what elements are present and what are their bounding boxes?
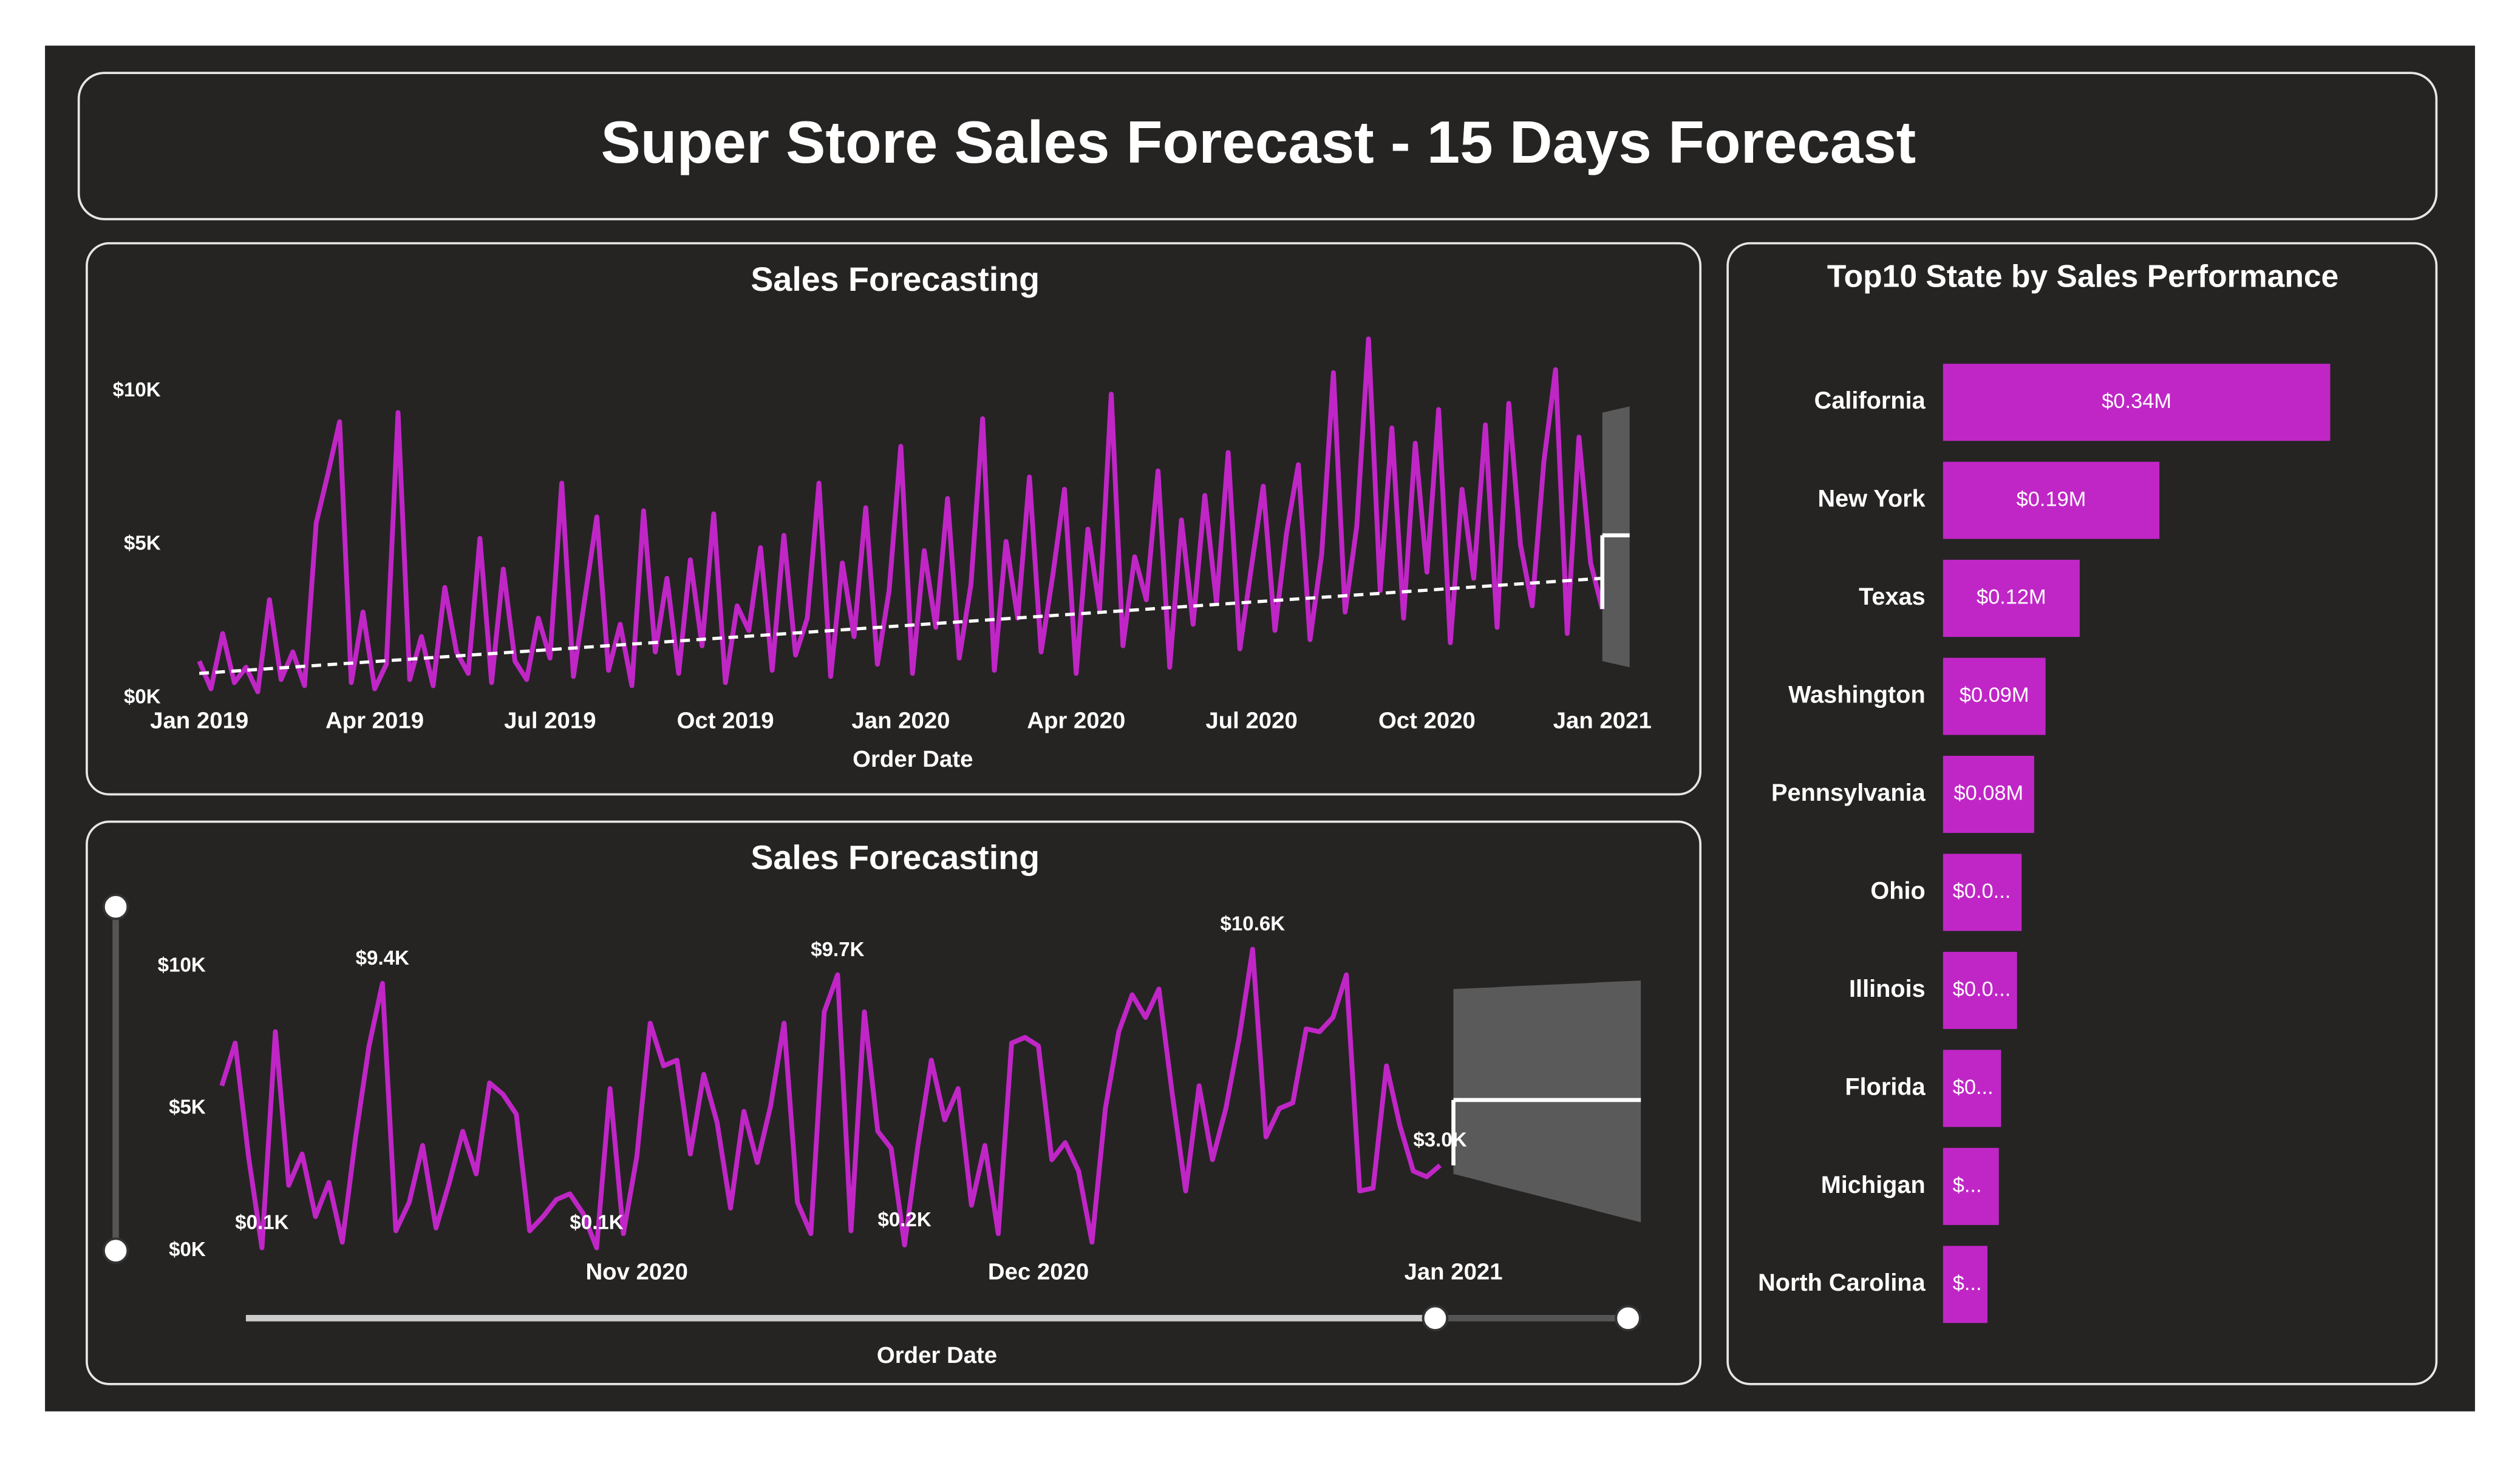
panel — [1726, 242, 2438, 1385]
panel — [86, 820, 1702, 1385]
data-label: $0.0... — [1953, 978, 2011, 1001]
category-label: New York — [1818, 486, 1926, 512]
bar — [1943, 1147, 1999, 1225]
data-label: $0.1K — [570, 1212, 623, 1234]
x-tick-label: Apr 2020 — [1027, 708, 1125, 734]
category-label: California — [1814, 387, 1926, 414]
data-label: $0.19M — [2017, 487, 2086, 511]
y-tick-label: $10K — [113, 379, 161, 401]
category-label: Texas — [1859, 583, 1926, 610]
category-label: Ohio — [1870, 877, 1925, 904]
dashboard-title: Super Store Sales Forecast - 15 Days For… — [601, 109, 1916, 175]
trend-line — [199, 576, 1602, 675]
y-tick-label: $10K — [158, 954, 206, 976]
data-label: $9.7K — [811, 939, 864, 961]
y-tick-label: $5K — [169, 1096, 206, 1119]
slider-handle[interactable] — [1615, 1305, 1641, 1332]
x-tick-label: Jul 2020 — [1205, 708, 1297, 734]
x-tick-label: Jul 2019 — [504, 708, 596, 734]
data-label: $0... — [1953, 1076, 1994, 1099]
bar — [1943, 560, 2080, 637]
x-tick-label: Apr 2019 — [325, 708, 424, 734]
data-label: $0.34M — [2102, 390, 2171, 413]
x-tick-label: Oct 2019 — [677, 708, 774, 734]
bar — [1943, 657, 2046, 735]
panel — [86, 242, 1702, 796]
data-label: $0.12M — [1977, 586, 2046, 609]
slider-handle[interactable] — [102, 893, 129, 920]
data-label: $9.4K — [356, 947, 409, 970]
bar — [1943, 755, 2034, 834]
x-tick-label: Nov 2020 — [585, 1258, 687, 1285]
category-label: Illinois — [1849, 976, 1926, 1002]
y-tick-label: $0K — [124, 685, 161, 708]
header-box — [77, 72, 2438, 220]
bar — [1943, 1246, 1987, 1323]
data-label: $... — [1953, 1272, 1982, 1295]
bar — [1943, 854, 2022, 931]
x-tick-label: Jan 2021 — [1553, 708, 1652, 734]
data-label: $10.6K — [1221, 913, 1286, 936]
data-label: $3.0K — [1413, 1129, 1466, 1152]
bar — [1943, 461, 2160, 539]
data-label: $0.2K — [877, 1209, 931, 1231]
x-tick-label: Oct 2020 — [1378, 708, 1476, 734]
bar — [1943, 951, 2017, 1029]
slider-handle[interactable] — [1422, 1305, 1449, 1332]
category-label: Pennsylvania — [1771, 779, 1926, 806]
slider-handle[interactable] — [102, 1237, 129, 1265]
x-axis-title: Order Date — [877, 1342, 997, 1368]
data-label: $0.1K — [235, 1212, 288, 1234]
sales-line — [219, 946, 1442, 1251]
data-label: $... — [1953, 1173, 1982, 1197]
bar — [1943, 1050, 2001, 1127]
category-label: North Carolina — [1758, 1269, 1926, 1296]
x-tick-label: Jan 2021 — [1405, 1258, 1503, 1285]
x-tick-label: Jan 2020 — [851, 708, 950, 734]
y-tick-label: $0K — [169, 1238, 206, 1261]
data-label: $0.08M — [1953, 782, 2023, 805]
chart-title: Sales Forecasting — [751, 839, 1040, 877]
sales-line — [197, 336, 1605, 695]
category-label: Florida — [1845, 1073, 1926, 1100]
category-label: Michigan — [1821, 1172, 1926, 1198]
chart-title: Sales Forecasting — [751, 260, 1040, 298]
x-tick-label: Jan 2019 — [150, 708, 248, 734]
x-axis-title: Order Date — [853, 746, 973, 772]
bar — [1943, 364, 2331, 441]
category-label: Washington — [1788, 682, 1926, 708]
x-tick-label: Dec 2020 — [988, 1258, 1089, 1285]
data-label: $0.09M — [1960, 684, 2029, 707]
chart-title: Top10 State by Sales Performance — [1827, 259, 2338, 294]
y-tick-label: $5K — [124, 532, 161, 555]
data-label: $0.0... — [1953, 880, 2011, 903]
